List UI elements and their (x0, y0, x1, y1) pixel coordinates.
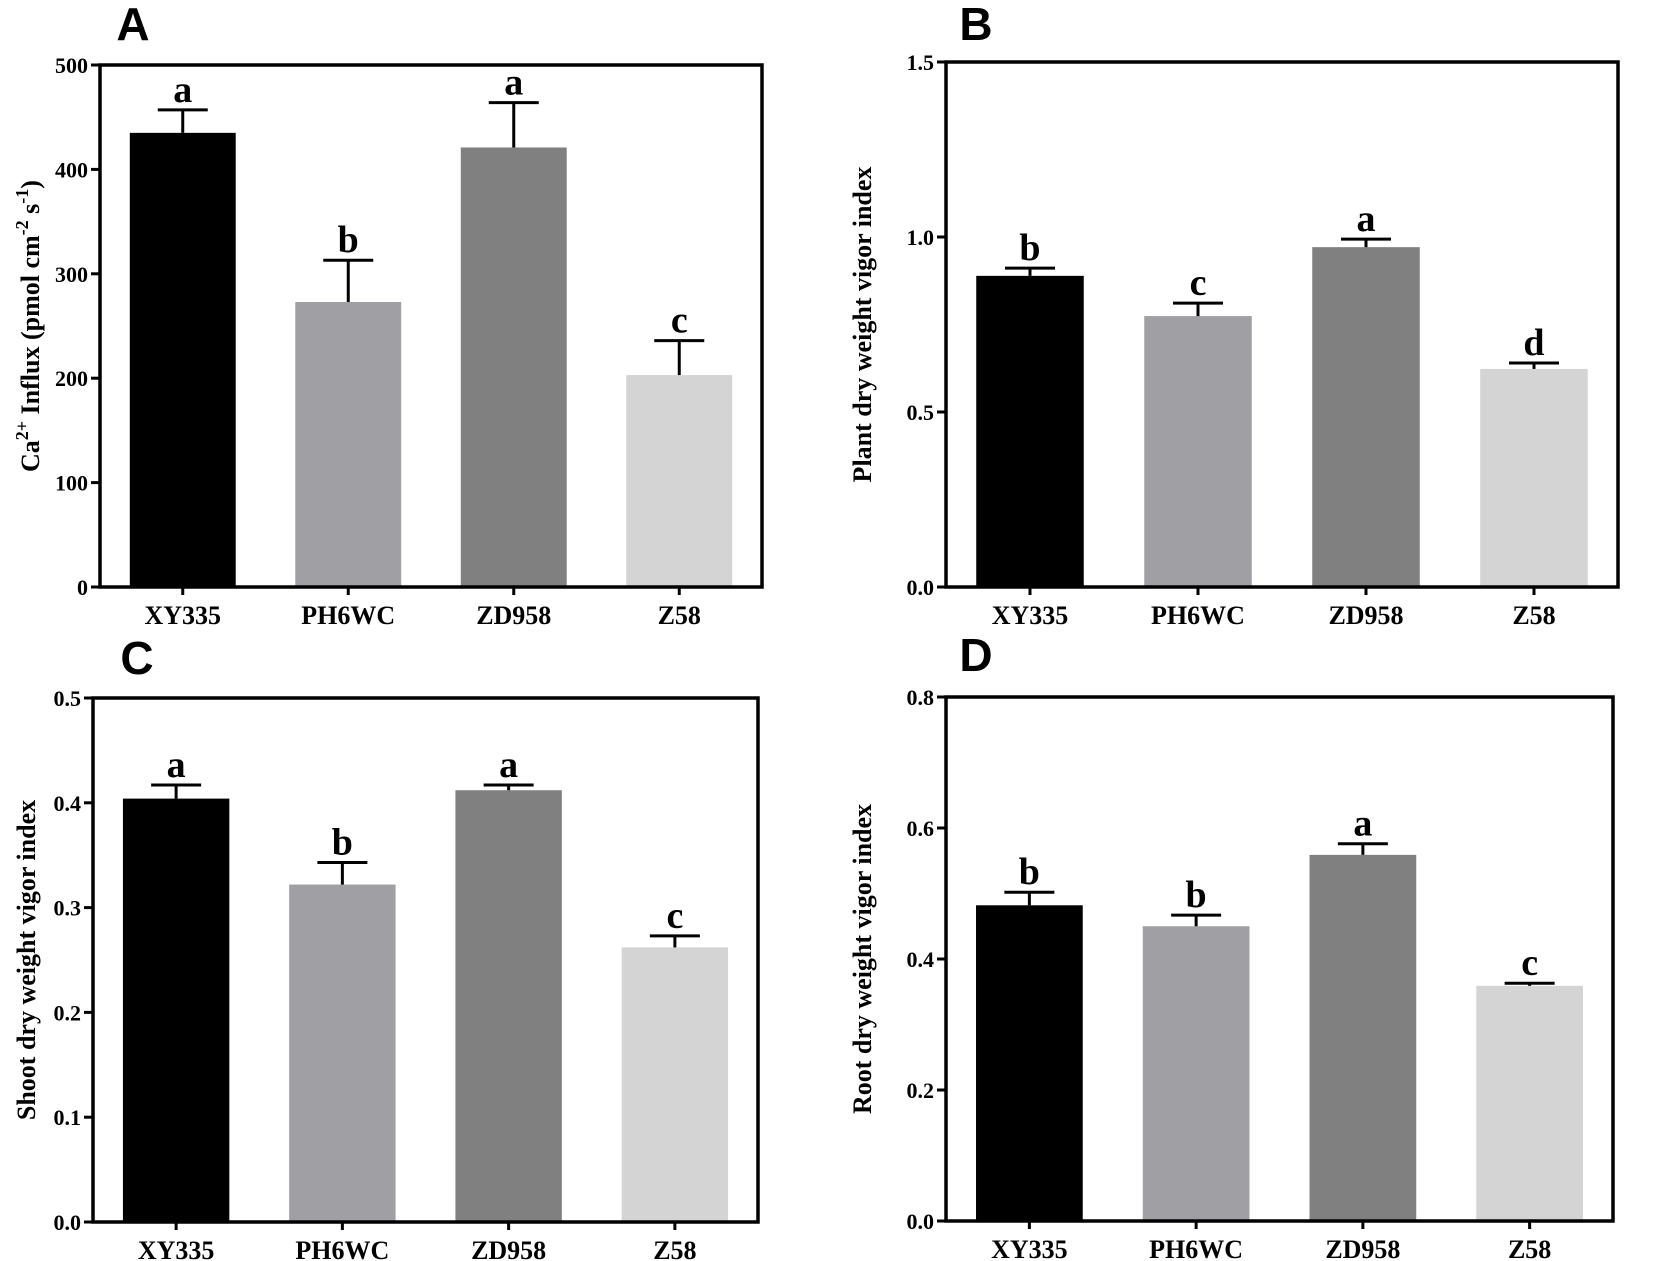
y-axis-label: Ca2+ Influx (pmol cm-2 s-1) (12, 180, 45, 472)
significance-letter: b (1186, 874, 1207, 916)
bar (1309, 854, 1417, 1221)
x-tick-label: PH6WC (1149, 1235, 1243, 1261)
x-tick-label: PH6WC (295, 1236, 389, 1261)
x-tick-label: ZD958 (1328, 601, 1403, 630)
chart-panel-b: Bb XY335 c PH6WC a ZD958 d Z58 0.0 0.5 1.0 1.5 Plant… (848, 0, 1620, 630)
x-tick-label: XY335 (144, 601, 221, 630)
significance-letter: c (671, 300, 688, 342)
chart-panel-c: Ca XY335 b PH6WC a ZD958 c Z58 0.0 0.1 0.2 0.3 0.4 0.… (12, 632, 760, 1261)
bar (289, 884, 396, 1222)
y-tick-label: 0.5 (907, 400, 935, 425)
significance-letter: b (338, 219, 359, 261)
bar (1312, 247, 1420, 587)
y-tick-label: 0.0 (907, 1209, 935, 1234)
plot-frame (944, 60, 1620, 589)
significance-letter: a (499, 744, 518, 786)
chart-panel-d: Db XY335 b PH6WC a ZD958 c Z58 0.0 0.2 0.4 0.6 0.8 Ro… (848, 629, 1615, 1261)
significance-letter: b (1019, 851, 1040, 893)
bar (1476, 985, 1583, 1221)
y-tick-label: 200 (55, 366, 88, 391)
y-axis-label-text: ) (16, 180, 45, 189)
x-tick-label: XY335 (138, 1236, 215, 1261)
y-tick-label: 100 (55, 471, 88, 496)
y-axis-label-superscript: 2+ (12, 421, 32, 440)
bar (1144, 316, 1252, 587)
y-axis-label-text: s (16, 204, 45, 221)
y-tick-label: 1.0 (907, 225, 935, 250)
y-tick-label: 0.2 (907, 1078, 935, 1103)
significance-letter: b (332, 822, 353, 864)
y-tick-label: 400 (55, 157, 88, 182)
significance-letter: a (504, 62, 523, 104)
y-tick-label: 0.5 (54, 686, 82, 711)
bar (621, 947, 729, 1222)
significance-letter: a (173, 69, 192, 111)
y-tick-label: 0.3 (54, 896, 82, 921)
x-tick-label: ZD958 (471, 1236, 546, 1261)
significance-letter: a (1357, 198, 1376, 240)
y-tick-label: 0.0 (54, 1210, 82, 1235)
x-tick-label: ZD958 (1325, 1235, 1400, 1261)
x-tick-label: XY335 (991, 1235, 1068, 1261)
panel-label: D (959, 629, 992, 681)
significance-letter: d (1523, 322, 1544, 364)
bar (1480, 368, 1588, 587)
significance-letter: c (1521, 942, 1538, 984)
y-tick-label: 0 (77, 575, 88, 600)
plot-frame (91, 696, 760, 1224)
panel-label: B (959, 0, 992, 50)
bar (129, 132, 236, 588)
y-axis-label: Root dry weight vigor index (848, 804, 877, 1114)
y-axis-label: Plant dry weight vigor index (848, 167, 877, 483)
bar (976, 275, 1084, 587)
x-tick-label: PH6WC (1151, 601, 1245, 630)
y-axis-label-superscript: -2 (12, 220, 32, 235)
x-tick-label: PH6WC (301, 601, 395, 630)
x-tick-label: Z58 (1512, 601, 1555, 630)
significance-letter: c (666, 895, 683, 937)
y-tick-label: 0.0 (907, 575, 935, 600)
y-tick-label: 500 (55, 53, 88, 78)
significance-letter: b (1019, 227, 1040, 269)
plot-frame (98, 63, 764, 589)
y-tick-label: 0.6 (907, 816, 935, 841)
y-tick-label: 300 (55, 262, 88, 287)
x-tick-label: Z58 (1508, 1235, 1551, 1261)
significance-letter: a (1353, 803, 1372, 845)
y-tick-label: 0.4 (907, 947, 935, 972)
panel-label: A (116, 0, 149, 50)
panel-label: C (120, 632, 153, 684)
y-tick-label: 1.5 (907, 50, 935, 75)
y-tick-label: 0.1 (54, 1105, 82, 1130)
y-tick-label: 0.8 (907, 685, 935, 710)
y-axis-label-text: Influx (pmol cm (16, 235, 45, 421)
significance-letter: a (167, 744, 186, 786)
x-tick-label: Z58 (653, 1236, 696, 1261)
bar (460, 147, 567, 587)
bar (626, 375, 733, 587)
x-tick-label: ZD958 (476, 601, 551, 630)
y-axis-label-superscript: -1 (12, 189, 32, 204)
chart-panel-a: Aa XY335 b PH6WC a ZD958 c Z58 0 100 200 300 400 500 C… (12, 0, 764, 630)
bar (976, 905, 1083, 1221)
bar (122, 798, 230, 1222)
y-tick-label: 0.4 (54, 791, 82, 816)
x-tick-label: Z58 (658, 601, 701, 630)
bar (1142, 926, 1250, 1221)
y-axis-label-text: Ca (16, 440, 45, 472)
y-axis-label: Shoot dry weight vigor index (12, 800, 41, 1120)
bar (455, 790, 562, 1222)
x-tick-label: XY335 (992, 601, 1069, 630)
bar (295, 301, 402, 587)
significance-letter: c (1190, 262, 1207, 304)
y-tick-label: 0.2 (54, 1000, 82, 1025)
